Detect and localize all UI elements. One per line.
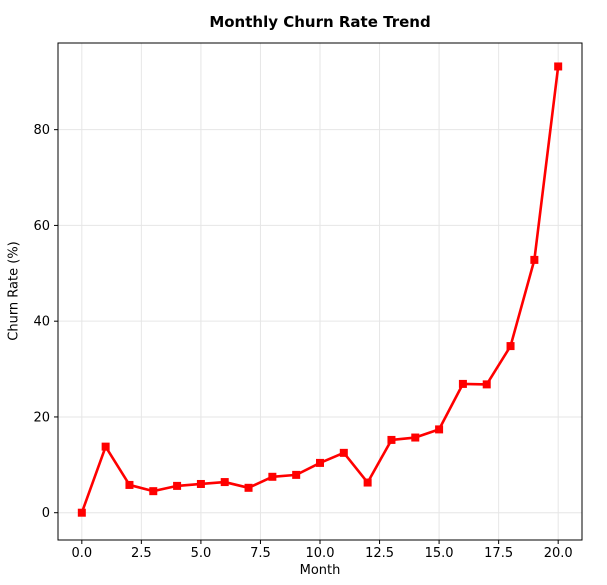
y-tick-label: 20 (33, 410, 50, 425)
data-point-marker (268, 472, 277, 481)
y-tick-label: 80 (33, 123, 50, 138)
data-point-marker (77, 508, 86, 517)
data-point-marker (125, 480, 134, 489)
data-point-marker (173, 481, 182, 490)
data-point-marker (387, 435, 396, 444)
x-tick-label: 17.5 (484, 546, 513, 561)
data-point-marker (458, 379, 467, 388)
x-tick-label: 15.0 (425, 546, 454, 561)
data-point-marker (101, 442, 110, 451)
x-tick-label: 7.5 (250, 546, 271, 561)
data-point-marker (530, 255, 539, 264)
data-point-marker (506, 342, 515, 351)
data-point-marker (435, 425, 444, 434)
data-point-marker (149, 487, 158, 496)
x-tick-label: 5.0 (191, 546, 212, 561)
chart-title: Monthly Churn Rate Trend (209, 13, 431, 31)
data-point-marker (339, 448, 348, 457)
y-tick-label: 60 (33, 219, 50, 234)
y-tick-label: 0 (42, 506, 50, 521)
data-point-marker (411, 433, 420, 442)
x-tick-label: 10.0 (306, 546, 335, 561)
x-tick-label: 20.0 (544, 546, 573, 561)
y-tick-label: 40 (33, 315, 50, 330)
data-point-marker (554, 62, 563, 71)
x-axis-label: Month (299, 563, 341, 578)
data-point-marker (292, 470, 301, 479)
data-point-marker (482, 380, 491, 389)
x-tick-label: 0.0 (71, 546, 92, 561)
y-axis-label: Churn Rate (%) (6, 241, 22, 341)
x-tick-label: 12.5 (365, 546, 394, 561)
data-point-marker (196, 479, 205, 488)
x-tick-label: 2.5 (131, 546, 152, 561)
data-point-marker (316, 458, 324, 467)
data-point-marker (244, 483, 253, 492)
data-point-marker (363, 478, 372, 487)
data-point-marker (220, 478, 229, 487)
